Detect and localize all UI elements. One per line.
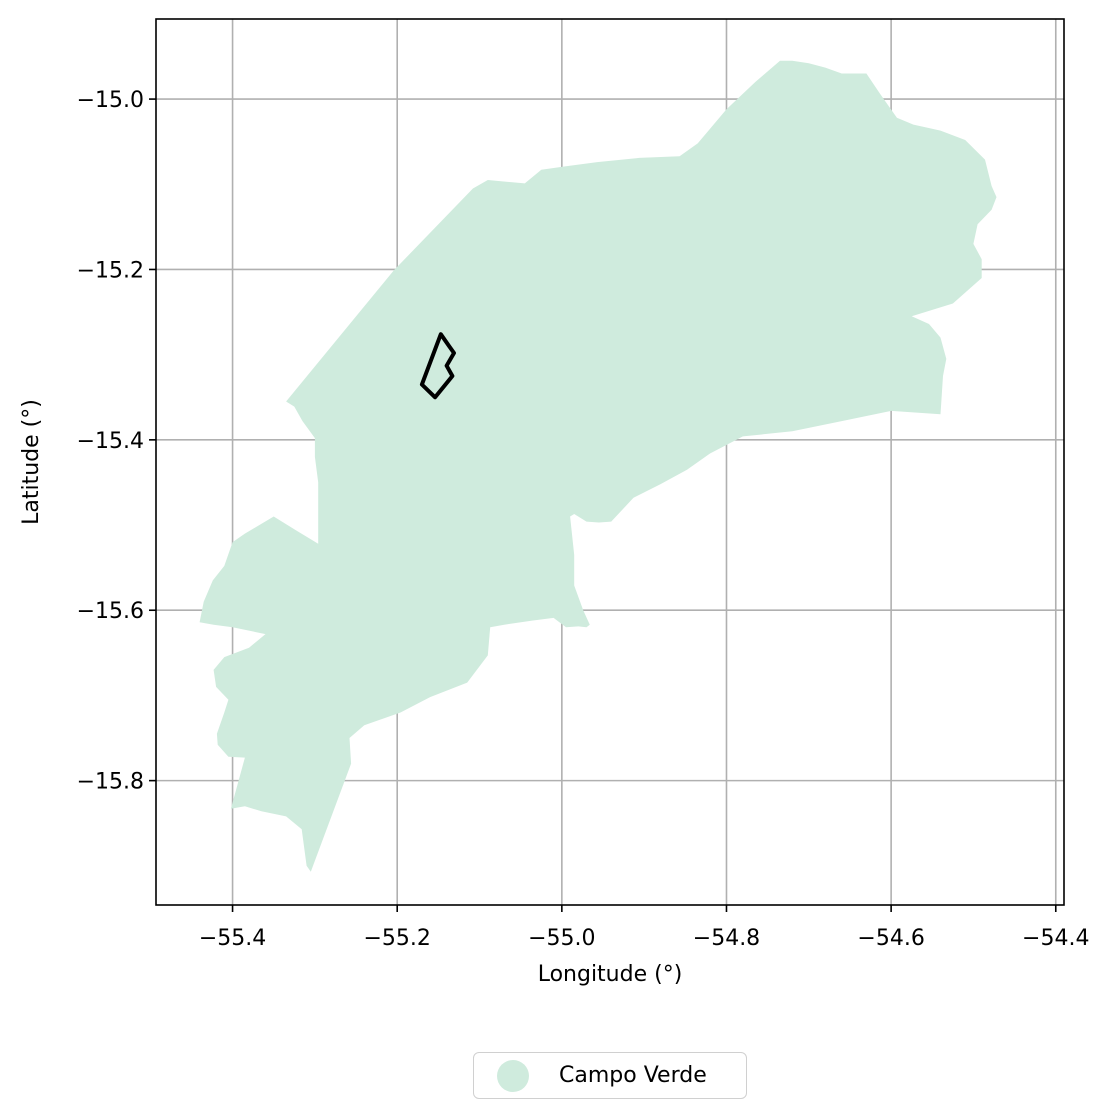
plot-frame — [155, 18, 1065, 906]
x-tick-label: −55.4 — [199, 926, 266, 951]
y-tick-label: −15.8 — [77, 770, 144, 795]
y-tick-label: −15.0 — [77, 88, 144, 113]
x-tick-label: −54.6 — [857, 926, 924, 951]
x-tick-label: −55.2 — [363, 926, 430, 951]
x-axis-label: Longitude (°) — [538, 962, 683, 987]
legend: Campo Verde — [473, 1052, 747, 1099]
x-tick-label: −54.8 — [693, 926, 760, 951]
x-axis-ticks: −55.4 −55.2 −55.0 −54.8 −54.6 −54.4 — [199, 905, 1089, 951]
parcel-outline — [419, 332, 456, 400]
campo-verde-region — [199, 60, 997, 872]
y-axis-label: Latitude (°) — [19, 399, 44, 525]
x-tick-label: −54.4 — [1022, 926, 1089, 951]
y-axis-ticks: −15.0 −15.2 −15.4 −15.6 −15.8 — [77, 88, 156, 795]
y-tick-label: −15.4 — [77, 429, 144, 454]
y-tick-label: −15.2 — [77, 258, 144, 283]
x-tick-label: −55.0 — [528, 926, 595, 951]
legend-label-campo-verde: Campo Verde — [559, 1063, 707, 1088]
legend-marker — [497, 1059, 529, 1092]
y-tick-label: −15.6 — [77, 599, 144, 624]
